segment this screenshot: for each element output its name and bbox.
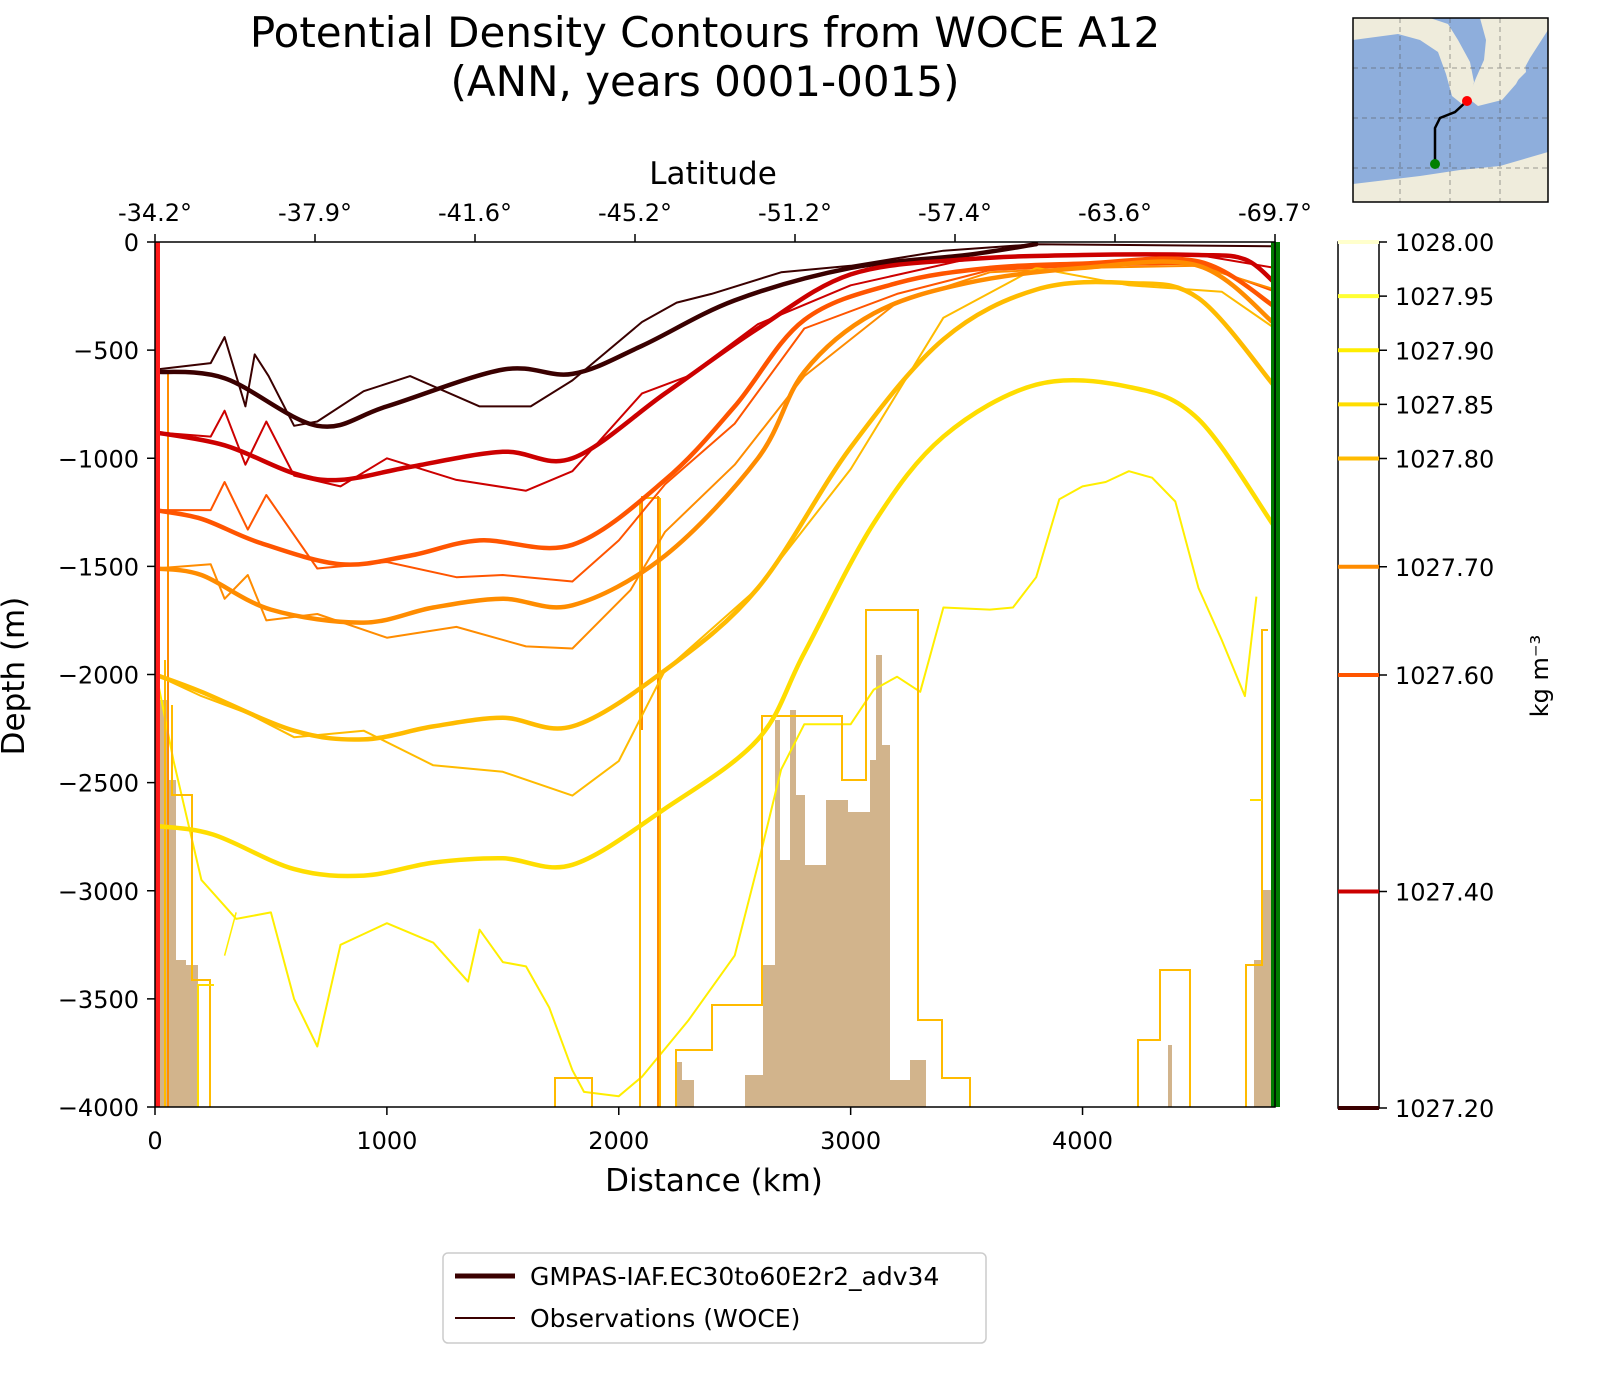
bathymetry bbox=[160, 655, 1271, 1107]
bathymetry-mass bbox=[1254, 890, 1271, 1107]
colorbar-tick-label: 1027.85 bbox=[1395, 391, 1494, 419]
y-tick-label: −2500 bbox=[58, 770, 139, 798]
colorbar-tick-label: 1027.70 bbox=[1395, 554, 1494, 582]
lat-tick-label: -51.2° bbox=[758, 199, 832, 227]
lat-tick-label: -34.2° bbox=[118, 199, 192, 227]
inset-map-start-marker bbox=[1462, 96, 1472, 106]
inset-map-section-line bbox=[1433, 100, 1468, 164]
lat-tick-label: -57.4° bbox=[918, 199, 992, 227]
deep-contours bbox=[155, 372, 1268, 1107]
legend-obs-label: Observations (WOCE) bbox=[530, 1304, 800, 1333]
inset-map bbox=[1352, 17, 1549, 203]
x-tick-label: 4000 bbox=[1052, 1127, 1113, 1155]
legend-model-label: GMPAS-IAF.EC30to60E2r2_adv34 bbox=[530, 1262, 939, 1291]
inset-map-end-marker bbox=[1430, 159, 1440, 169]
latitude-axis: -34.2° -37.9° -41.6° -45.2° -51.2° -57.4° -63.… bbox=[118, 199, 1312, 242]
bathymetry-outline-contour-2 bbox=[167, 372, 659, 1107]
x-tick-label: 1000 bbox=[356, 1127, 417, 1155]
y-tick-label: −1500 bbox=[58, 553, 139, 581]
lat-tick-label: -37.9° bbox=[278, 199, 352, 227]
top-axis-label: Latitude bbox=[649, 156, 777, 192]
bathymetry-mass bbox=[1168, 1045, 1172, 1107]
plot-background bbox=[155, 242, 1280, 1107]
lat-tick-label: -41.6° bbox=[438, 199, 512, 227]
x-tick-label: 3000 bbox=[820, 1127, 881, 1155]
section-start-bar bbox=[155, 242, 160, 1107]
inset-map-grid bbox=[1353, 18, 1548, 202]
y-tick-label: −2000 bbox=[58, 662, 139, 690]
x-tick-label: 0 bbox=[147, 1127, 162, 1155]
colorbar-label: kg m⁻³ bbox=[1526, 635, 1554, 717]
colorbar-tick-label: 1027.60 bbox=[1395, 662, 1494, 690]
chart-subtitle: (ANN, years 0001-0015) bbox=[451, 57, 960, 106]
contour-model-1027-6 bbox=[155, 256, 1278, 567]
contour-model-1027-8 bbox=[155, 279, 1278, 742]
y-tick-label: 0 bbox=[124, 229, 139, 257]
lat-tick-label: -69.7° bbox=[1238, 199, 1312, 227]
colorbar-tick-label: 1027.95 bbox=[1395, 283, 1494, 311]
contour-model-1027-85 bbox=[155, 377, 1278, 879]
legend-box bbox=[442, 1252, 987, 1344]
y-tick-label: −4000 bbox=[58, 1094, 139, 1122]
colorbar-tick-label: 1028.00 bbox=[1395, 229, 1494, 257]
contour-model-1027-7 bbox=[155, 259, 1278, 625]
contour-obs-1027-8 bbox=[155, 266, 1276, 797]
legend[interactable]: GMPAS-IAF.EC30to60E2r2_adv34 Observation… bbox=[442, 1252, 987, 1344]
colorbar-ticks: 1028.00 1027.95 1027.90 1027.85 1027.80 1027.… bbox=[1338, 229, 1494, 1123]
colorbar-tick-label: 1027.20 bbox=[1395, 1095, 1494, 1123]
bathymetry-mass bbox=[160, 700, 198, 1107]
model-contours bbox=[155, 242, 1278, 879]
contour-model-1027-4 bbox=[155, 252, 1278, 483]
contour-obs-1027-90 bbox=[155, 470, 1258, 1098]
x-axis-label: Distance (km) bbox=[605, 1163, 823, 1199]
lat-tick-label: -63.6° bbox=[1078, 199, 1152, 227]
colorbar-tick-label: 1027.40 bbox=[1395, 879, 1494, 907]
contour-obs-1027-7 bbox=[155, 264, 1276, 650]
inset-map-land bbox=[1353, 18, 1548, 202]
colorbar-tick-label: 1027.80 bbox=[1395, 446, 1494, 474]
x-tick-label: 2000 bbox=[588, 1127, 649, 1155]
y-tick-label: −3000 bbox=[58, 878, 139, 906]
y-tick-label: −1000 bbox=[58, 445, 139, 473]
colorbar-tick-label: 1027.90 bbox=[1395, 337, 1494, 365]
chart-title: Potential Density Contours from WOCE A12 bbox=[250, 8, 1160, 57]
bathymetry-outline-contour-1 bbox=[197, 799, 1262, 1107]
x-axis: 0 1000 2000 3000 4000 bbox=[147, 1107, 1113, 1155]
y-axis: 0 −500 −1000 −1500 −2000 −2500 −3000 −3500 −4000 bbox=[58, 229, 155, 1122]
bathymetry-mass bbox=[676, 1062, 694, 1107]
contour-obs-1027-90-fragment bbox=[223, 912, 237, 956]
lat-tick-label: -45.2° bbox=[598, 199, 672, 227]
y-axis-label: Depth (m) bbox=[0, 597, 32, 756]
bathymetry-mass bbox=[745, 655, 926, 1107]
y-tick-label: −500 bbox=[73, 337, 139, 365]
contour-model-1027-2 bbox=[155, 242, 1039, 429]
colorbar: 1028.00 1027.95 1027.90 1027.85 1027.80 1027.… bbox=[1337, 229, 1554, 1123]
y-tick-label: −3500 bbox=[58, 986, 139, 1014]
